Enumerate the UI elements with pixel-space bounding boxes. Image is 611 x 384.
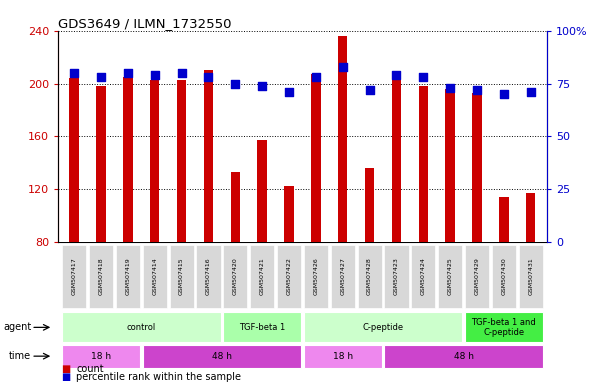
Point xyxy=(338,63,348,70)
Bar xyxy=(70,78,79,242)
Text: TGF-beta 1 and
C-peptide: TGF-beta 1 and C-peptide xyxy=(472,318,536,337)
Point xyxy=(526,89,536,95)
Point xyxy=(445,84,455,91)
FancyBboxPatch shape xyxy=(116,245,140,308)
FancyBboxPatch shape xyxy=(304,345,382,367)
FancyBboxPatch shape xyxy=(62,245,86,308)
FancyBboxPatch shape xyxy=(384,245,409,308)
Point xyxy=(203,74,213,80)
Bar xyxy=(526,193,535,242)
Bar xyxy=(97,86,106,242)
Bar xyxy=(419,86,428,242)
Bar xyxy=(365,168,375,242)
Text: GSM507427: GSM507427 xyxy=(340,258,345,295)
Point xyxy=(150,72,159,78)
Text: GSM507420: GSM507420 xyxy=(233,258,238,295)
FancyBboxPatch shape xyxy=(250,245,274,308)
FancyBboxPatch shape xyxy=(331,245,355,308)
Text: 48 h: 48 h xyxy=(212,352,232,361)
Text: GSM507424: GSM507424 xyxy=(421,258,426,295)
Bar xyxy=(392,79,401,242)
Point xyxy=(69,70,79,76)
FancyBboxPatch shape xyxy=(142,245,167,308)
Bar xyxy=(472,93,481,242)
Text: 18 h: 18 h xyxy=(91,352,111,361)
Point xyxy=(392,72,401,78)
FancyBboxPatch shape xyxy=(62,312,221,343)
Bar xyxy=(499,197,508,242)
Point xyxy=(177,70,186,76)
Text: GSM507415: GSM507415 xyxy=(179,258,184,295)
Text: ■: ■ xyxy=(61,364,70,374)
FancyBboxPatch shape xyxy=(465,245,489,308)
Bar xyxy=(338,36,348,242)
Point xyxy=(419,74,428,80)
Point xyxy=(96,74,106,80)
Text: GDS3649 / ILMN_1732550: GDS3649 / ILMN_1732550 xyxy=(58,17,232,30)
FancyBboxPatch shape xyxy=(277,245,301,308)
FancyBboxPatch shape xyxy=(492,245,516,308)
Point xyxy=(365,87,375,93)
Text: C-peptide: C-peptide xyxy=(362,323,404,332)
FancyBboxPatch shape xyxy=(465,312,543,343)
Text: GSM507430: GSM507430 xyxy=(502,258,507,295)
Bar xyxy=(230,172,240,242)
Text: count: count xyxy=(76,364,104,374)
Text: GSM507419: GSM507419 xyxy=(125,258,130,295)
Text: GSM507416: GSM507416 xyxy=(206,258,211,295)
Bar xyxy=(177,79,186,242)
FancyBboxPatch shape xyxy=(169,245,194,308)
FancyBboxPatch shape xyxy=(223,312,301,343)
Text: GSM507428: GSM507428 xyxy=(367,258,372,295)
FancyBboxPatch shape xyxy=(438,245,463,308)
Text: GSM507429: GSM507429 xyxy=(475,258,480,295)
Bar xyxy=(445,89,455,242)
FancyBboxPatch shape xyxy=(304,312,463,343)
Point xyxy=(472,87,482,93)
FancyBboxPatch shape xyxy=(304,245,328,308)
Text: percentile rank within the sample: percentile rank within the sample xyxy=(76,372,241,382)
Text: GSM507423: GSM507423 xyxy=(394,258,399,295)
Text: GSM507431: GSM507431 xyxy=(529,258,533,295)
Bar xyxy=(257,140,267,242)
FancyBboxPatch shape xyxy=(384,345,543,367)
Point xyxy=(499,91,509,97)
Point xyxy=(311,74,321,80)
FancyBboxPatch shape xyxy=(519,245,543,308)
Text: 18 h: 18 h xyxy=(332,352,353,361)
Text: GSM507425: GSM507425 xyxy=(448,258,453,295)
Text: ■: ■ xyxy=(61,372,70,382)
Text: GSM507426: GSM507426 xyxy=(313,258,318,295)
Point xyxy=(230,81,240,87)
FancyBboxPatch shape xyxy=(223,245,247,308)
FancyBboxPatch shape xyxy=(142,345,301,367)
Point xyxy=(284,89,294,95)
Bar xyxy=(203,70,213,242)
Text: agent: agent xyxy=(3,322,31,333)
Bar xyxy=(311,74,321,242)
FancyBboxPatch shape xyxy=(357,245,382,308)
Text: TGF-beta 1: TGF-beta 1 xyxy=(239,323,285,332)
Text: GSM507418: GSM507418 xyxy=(98,258,103,295)
FancyBboxPatch shape xyxy=(62,345,140,367)
Text: GSM507422: GSM507422 xyxy=(287,258,291,295)
Text: control: control xyxy=(126,323,156,332)
Bar xyxy=(284,187,294,242)
Text: GSM507414: GSM507414 xyxy=(152,258,157,295)
FancyBboxPatch shape xyxy=(196,245,221,308)
FancyBboxPatch shape xyxy=(411,245,436,308)
Text: GSM507417: GSM507417 xyxy=(71,258,76,295)
Text: time: time xyxy=(9,351,31,361)
Point xyxy=(123,70,133,76)
FancyBboxPatch shape xyxy=(89,245,113,308)
Text: 48 h: 48 h xyxy=(453,352,474,361)
Text: GSM507421: GSM507421 xyxy=(260,258,265,295)
Bar xyxy=(123,77,133,242)
Bar xyxy=(150,79,159,242)
Point xyxy=(257,83,267,89)
